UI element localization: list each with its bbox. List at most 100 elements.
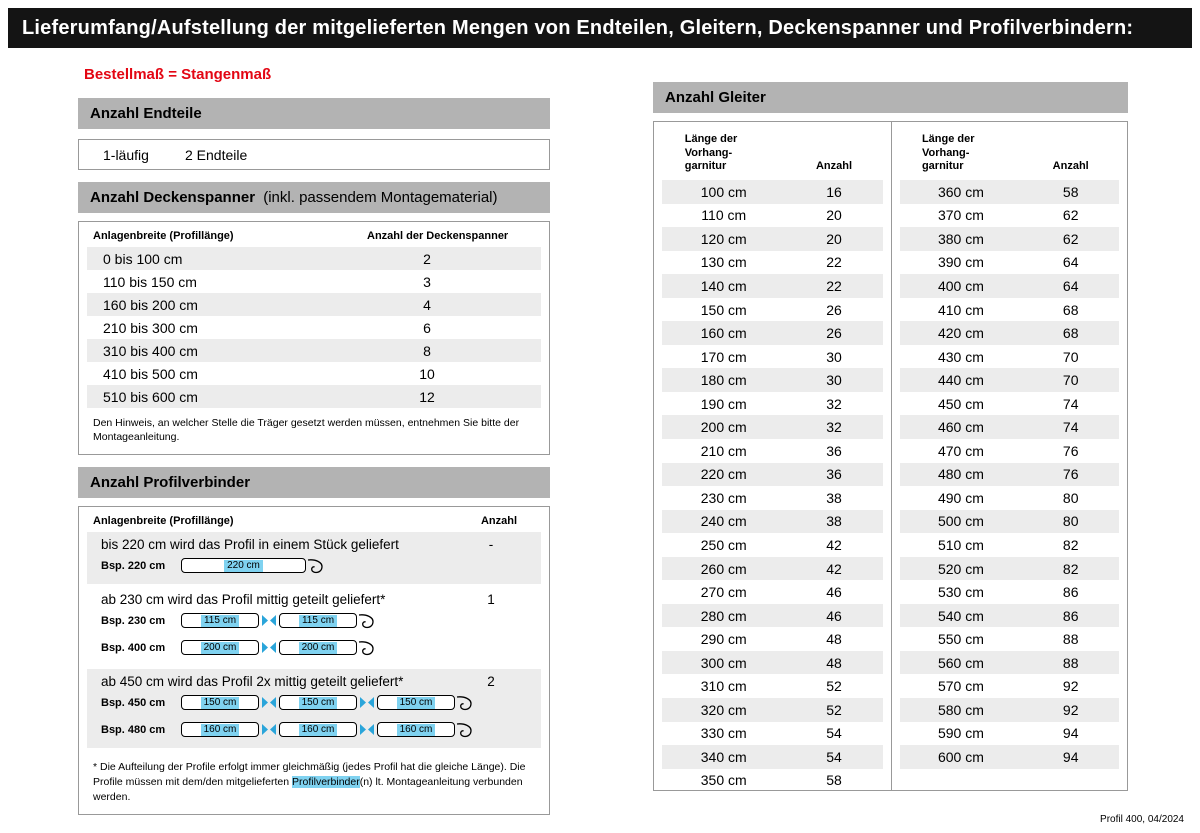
column-header-anzahl: Anzahl	[1052, 160, 1089, 173]
profile-connector-icon	[359, 724, 375, 736]
width-range: 410 bis 500 cm	[103, 365, 198, 382]
profile-connector-icon	[261, 615, 277, 627]
curtain-length: 190 cm	[700, 395, 747, 412]
glider-count: 38	[826, 489, 842, 506]
column-header-anzahl: Anzahl der Deckenspanner	[367, 230, 509, 242]
section-header-deckenspanner: Anzahl Deckenspanner (inkl. passendem Mo…	[78, 182, 550, 213]
table-row: 200 cm 32	[662, 415, 883, 440]
table-row: 270 cm 46	[662, 580, 883, 604]
example-label: Bsp. 480 cm	[101, 723, 166, 736]
table-row: 110 bis 150 cm 3	[87, 270, 541, 293]
curtain-length: 380 cm	[937, 230, 984, 247]
profile-connector-icon	[261, 724, 277, 736]
table-row: 510 cm 82	[900, 533, 1120, 557]
curtain-length: 600 cm	[937, 748, 984, 765]
order-note: Bestellmaß = Stangenmaß	[84, 66, 272, 83]
table-row: 480 cm 76	[899, 462, 1119, 487]
profile-segment: 115 cm	[181, 613, 259, 629]
curtain-length: 570 cm	[937, 678, 984, 695]
curtain-length: 180 cm	[700, 372, 747, 389]
glider-count: 94	[1062, 725, 1079, 742]
segment-length-label: 150 cm	[200, 696, 240, 709]
curtain-length: 420 cm	[937, 325, 984, 342]
profile-connector-icon	[359, 697, 375, 709]
curtain-length: 260 cm	[700, 560, 747, 577]
profile-bar: 150 cm	[377, 695, 455, 711]
spanner-count: 2	[423, 250, 431, 267]
column-header-length: Länge der Vorhang-garnitur	[662, 133, 785, 174]
table-row: 530 cm 86	[900, 580, 1120, 604]
table-row: 520 cm 82	[899, 556, 1119, 581]
curtain-length: 240 cm	[700, 513, 747, 530]
profile-diagram: 115 cm 115 cm	[181, 613, 357, 629]
profile-segment: 150 cm	[357, 695, 455, 711]
table-header-row: Länge der Vorhang-garnitur Anzahl	[900, 122, 1120, 180]
table-row: 490 cm 80	[900, 486, 1120, 510]
column-header-anzahl: Anzahl	[815, 160, 853, 173]
curtain-length: 510 cm	[937, 536, 984, 553]
glider-count: 46	[826, 607, 842, 624]
connector-count: 2	[487, 674, 495, 690]
glider-count: 16	[826, 183, 842, 200]
glider-count: 62	[1062, 207, 1079, 224]
profile-connector-icon	[261, 642, 277, 654]
glider-count: 46	[826, 584, 842, 601]
table-row: 160 bis 200 cm 4	[87, 293, 541, 316]
deckenspanner-rows: 0 bis 100 cm 2 110 bis 150 cm 3 160 bis …	[87, 247, 541, 408]
table-row: 120 cm 20	[662, 227, 883, 251]
curtain-length: 330 cm	[700, 725, 747, 742]
glider-count: 82	[1062, 536, 1079, 553]
curtain-length: 530 cm	[937, 584, 984, 601]
right-column: Anzahl Gleiter Länge der Vorhang-garnitu…	[653, 82, 1128, 791]
table-row: 360 cm 58	[899, 180, 1119, 204]
curtain-length: 150 cm	[700, 301, 747, 318]
table-row: 0 bis 100 cm 2	[87, 247, 541, 270]
table-row: 450 cm 74	[900, 392, 1120, 416]
table-row: 170 cm 30	[662, 345, 883, 369]
glider-count: 88	[1062, 654, 1079, 671]
table-header-row: Anlagenbreite (Profillänge) Anzahl	[79, 507, 549, 532]
table-row: 1-läufig 2 Endteile	[79, 140, 549, 169]
glider-count: 82	[1062, 560, 1079, 577]
profile-endcap-icon	[307, 557, 324, 574]
table-row: 510 bis 600 cm 12	[87, 385, 541, 408]
curtain-length: 280 cm	[700, 607, 747, 624]
section-title: Anzahl Endteile	[90, 105, 202, 122]
width-range: 0 bis 100 cm	[103, 250, 183, 267]
profile-bar: 115 cm	[181, 613, 259, 629]
glider-count: 86	[1062, 584, 1079, 601]
curtain-length: 300 cm	[700, 654, 747, 671]
curtain-length: 580 cm	[937, 701, 984, 718]
profile-diagram: 220 cm	[181, 558, 306, 574]
segment-length-label: 160 cm	[396, 723, 436, 736]
profile-example: Bsp. 400 cm 200 cm 200 cm	[87, 637, 541, 664]
table-row: 140 cm 22	[662, 274, 883, 298]
table-header-row: Anlagenbreite (Profillänge) Anzahl der D…	[87, 222, 541, 247]
glider-count: 54	[826, 725, 842, 742]
section-header-endteile: Anzahl Endteile	[78, 98, 550, 129]
section-header-gleiter: Anzahl Gleiter	[653, 82, 1128, 113]
glider-count: 92	[1062, 701, 1079, 718]
table-row: 560 cm 88	[899, 650, 1119, 675]
section-header-profilverbinder: Anzahl Profilverbinder	[78, 467, 550, 499]
section-title-suffix: (inkl. passendem Montagematerial)	[263, 189, 498, 206]
width-range: 160 bis 200 cm	[103, 296, 198, 313]
table-row: 210 cm 36	[662, 439, 883, 463]
glider-count: 22	[826, 277, 842, 294]
glider-count: 64	[1062, 277, 1079, 294]
footnote-highlight: Profilverbinder	[292, 776, 360, 789]
glider-count: 68	[1062, 325, 1079, 342]
profile-rule-row: ab 230 cm wird das Profil mittig geteilt…	[87, 587, 541, 610]
curtain-length: 170 cm	[700, 348, 747, 365]
curtain-length: 540 cm	[937, 607, 984, 624]
gleiter-table: Länge der Vorhang-garnitur Anzahl 100 cm…	[653, 121, 1128, 791]
curtain-length: 230 cm	[700, 489, 747, 506]
profile-rule-row: bis 220 cm wird das Profil in einem Stüc…	[87, 532, 541, 555]
glider-count: 80	[1062, 513, 1079, 530]
column-header-length-text: Länge der Vorhang-garnitur	[921, 132, 975, 173]
spanner-count: 12	[419, 388, 435, 405]
curtain-length: 430 cm	[937, 348, 984, 365]
glider-count: 20	[826, 230, 842, 247]
profile-endcap-icon	[456, 694, 473, 711]
profile-example: Bsp. 450 cm 150 cm 150 cm 150 cm	[87, 692, 541, 719]
